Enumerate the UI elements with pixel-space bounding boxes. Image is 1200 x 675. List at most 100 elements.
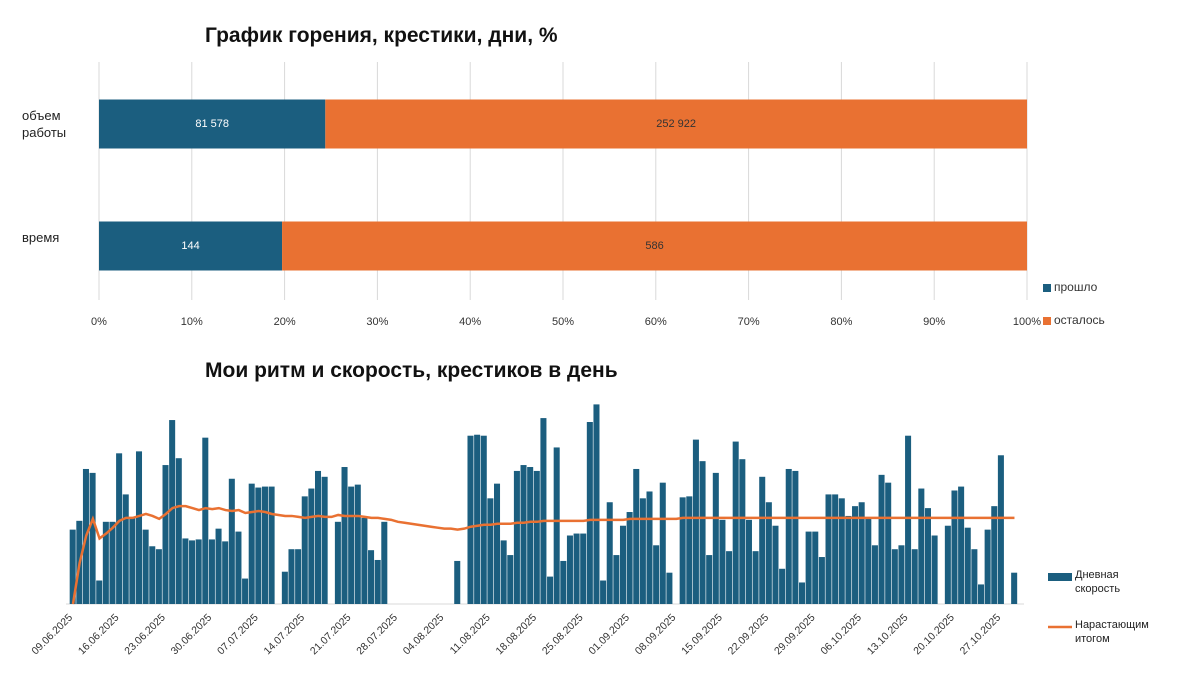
line: [71, 504, 1015, 605]
bar: [719, 519, 726, 604]
bar: [706, 555, 713, 604]
x-tick-label: 20.10.2025: [911, 611, 957, 657]
x-tick-label: 13.10.2025: [865, 611, 911, 657]
bar: [500, 540, 507, 604]
x-tick-label: 16.06.2025: [76, 611, 122, 657]
bar: [825, 494, 832, 604]
bar: [712, 472, 719, 604]
bar: [321, 476, 328, 604]
bar: [116, 453, 123, 604]
data-label: 81 578: [195, 118, 229, 130]
bar: [109, 521, 116, 604]
data-label: 144: [181, 240, 199, 252]
legend-swatch: [1043, 284, 1051, 292]
bar: [454, 560, 461, 604]
x-tick-label: 25.08.2025: [540, 611, 586, 657]
x-tick-label: 18.08.2025: [494, 611, 540, 657]
bar: [553, 447, 560, 604]
legend-label: Дневная скорость: [1075, 569, 1121, 595]
bar-segment: [99, 99, 326, 149]
bar: [361, 517, 368, 604]
bar-segment: [282, 221, 1028, 271]
bar: [838, 498, 845, 604]
bar: [633, 468, 640, 604]
bar: [699, 461, 706, 604]
x-tick-label: 08.09.2025: [633, 611, 679, 657]
bar: [653, 545, 660, 604]
bar: [122, 494, 129, 604]
bar: [341, 467, 348, 604]
bar: [977, 584, 985, 604]
bar: [759, 476, 766, 604]
bar: [626, 512, 633, 604]
bar: [772, 525, 779, 604]
bar: [142, 529, 149, 604]
bar: [692, 439, 699, 604]
bar: [513, 470, 520, 604]
bar: [891, 549, 898, 604]
bar: [726, 551, 733, 604]
x-tick-label: 11.08.2025: [448, 611, 493, 656]
x-tick-label: 06.10.2025: [818, 611, 864, 657]
x-tick-label: 30.06.2025: [169, 611, 215, 657]
x-tick-label: 14.07.2025: [261, 611, 307, 657]
bar: [295, 549, 302, 604]
bar: [195, 539, 202, 604]
legend-swatch: [1043, 317, 1051, 325]
bar: [348, 486, 355, 604]
bar: [646, 491, 653, 604]
bar: [155, 549, 162, 604]
bar: [288, 549, 295, 604]
bar: [242, 578, 249, 604]
x-tick-label: 01.09.2025: [586, 611, 632, 657]
bar: [281, 571, 288, 604]
bar: [547, 576, 554, 604]
x-tick-label: 20%: [274, 316, 296, 328]
bar: [222, 541, 229, 604]
bar: [639, 498, 646, 604]
bar: [659, 482, 666, 604]
bar: [89, 472, 96, 604]
bar: [507, 555, 514, 604]
bar: [580, 533, 587, 604]
bar: [865, 517, 872, 604]
bar: [911, 549, 918, 604]
bar: [739, 459, 746, 604]
y-tick-label: объем работы: [22, 108, 67, 140]
data-label: 586: [645, 240, 663, 252]
bar: [487, 498, 494, 604]
bar: [686, 496, 693, 604]
bar: [818, 557, 825, 604]
x-tick-label: 40%: [459, 316, 481, 328]
bar: [474, 434, 481, 604]
bar: [905, 435, 912, 604]
bar: [480, 435, 487, 604]
bar: [255, 487, 262, 604]
bar: [812, 531, 819, 604]
bar: [566, 535, 573, 604]
x-tick-label: 90%: [923, 316, 945, 328]
bar: [573, 533, 580, 604]
x-tick-label: 80%: [830, 316, 852, 328]
legend-label: осталось: [1054, 313, 1105, 327]
bar: [540, 418, 547, 604]
bar: [666, 572, 673, 604]
x-tick-label: 0%: [91, 316, 107, 328]
x-tick-label: 04.08.2025: [401, 611, 447, 657]
x-tick-label: 29.09.2025: [772, 611, 818, 657]
x-tick-label: 09.06.2025: [29, 611, 75, 657]
bar: [374, 559, 381, 604]
bar: [268, 486, 275, 604]
x-tick-label: 23.06.2025: [122, 611, 168, 657]
bar: [215, 528, 222, 604]
x-tick-label: 60%: [645, 316, 667, 328]
bar: [798, 582, 806, 604]
bar: [494, 483, 501, 604]
bar-segment: [99, 221, 283, 271]
bar: [971, 549, 978, 604]
x-tick-label: 30%: [366, 316, 388, 328]
bar: [997, 455, 1004, 604]
bar: [334, 521, 341, 604]
bar: [69, 529, 76, 604]
